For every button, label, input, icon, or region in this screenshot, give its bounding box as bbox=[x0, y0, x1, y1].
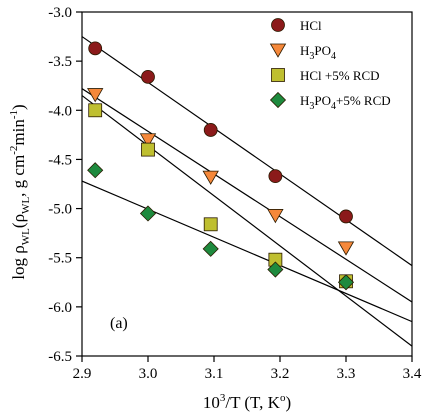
legend-marker-hcl bbox=[271, 18, 285, 32]
data-point-hcl-rcd bbox=[88, 103, 103, 118]
data-point-hcl-rcd bbox=[203, 217, 218, 232]
plot-frame bbox=[81, 11, 413, 357]
legend-label-h3po4: H3PO4 bbox=[300, 43, 336, 62]
data-point-h3po4 bbox=[139, 133, 157, 148]
legend-marker-h3po4-rcd bbox=[269, 91, 287, 109]
y-axis-label: log ρWL(ρWL, g cm-2min-1) bbox=[8, 104, 32, 279]
x-tick-label: 3.1 bbox=[205, 366, 224, 382]
panel-label: (a) bbox=[110, 315, 128, 332]
y-tick-label: -3.0 bbox=[48, 5, 72, 21]
x-tick-label: 3.4 bbox=[403, 366, 422, 382]
fit-lines bbox=[82, 36, 412, 347]
data-point-h3po4-rcd bbox=[202, 240, 219, 257]
y-tick-label: -6.5 bbox=[48, 349, 72, 365]
data-point-h3po4 bbox=[87, 88, 104, 103]
data-point-h3po4-rcd bbox=[337, 274, 355, 291]
legend-label-hcl-rcd: HCl +5% RCD bbox=[300, 68, 380, 83]
data-point-h3po4-rcd bbox=[87, 162, 104, 179]
data-point-hcl bbox=[339, 209, 353, 224]
fit-line-hcl bbox=[82, 36, 412, 267]
y-tick-label: -5.5 bbox=[48, 251, 72, 267]
legend: HCl H3PO4 HCl +5% RCD H3PO4+5% RCD bbox=[269, 18, 391, 112]
legend-marker-h3po4 bbox=[269, 43, 287, 58]
data-point-hcl bbox=[141, 69, 155, 84]
data-point-h3po4 bbox=[337, 241, 355, 256]
data-point-h3po4 bbox=[267, 209, 284, 224]
data-point-h3po4-rcd bbox=[139, 205, 157, 222]
y-tick-label: -5.0 bbox=[48, 202, 72, 218]
data-point-hcl bbox=[268, 169, 283, 184]
legend-label-hcl: HCl bbox=[300, 18, 322, 33]
y-tick-label: -3.5 bbox=[48, 54, 72, 70]
data-point-h3po4-rcd bbox=[267, 261, 284, 278]
y-tick-label: -6.0 bbox=[48, 300, 72, 316]
x-tick-label: 3.3 bbox=[337, 366, 356, 382]
x-tick-label: 3.2 bbox=[271, 366, 290, 382]
legend-label-h3po4-rcd: H3PO4+5% RCD bbox=[300, 93, 391, 112]
data-point-hcl-rcd bbox=[141, 142, 155, 157]
data-point-hcl bbox=[88, 41, 103, 56]
x-axis-label: 103/T (T, Ko) bbox=[203, 392, 291, 412]
legend-marker-hcl-rcd bbox=[271, 68, 285, 82]
y-tick-label: -4.0 bbox=[48, 103, 72, 119]
data-markers bbox=[87, 41, 355, 291]
fit-line-h3po4-rcd bbox=[82, 180, 412, 323]
data-point-h3po4 bbox=[202, 170, 219, 185]
x-tick-label: 3.0 bbox=[139, 366, 158, 382]
fit-line-h3po4 bbox=[82, 88, 412, 303]
x-tick-label: 2.9 bbox=[73, 366, 92, 382]
y-tick-label: -4.5 bbox=[48, 152, 72, 168]
data-point-hcl bbox=[203, 123, 218, 137]
fit-line-hcl-rcd bbox=[82, 95, 412, 347]
axis-ticks: 2.9 3.0 3.1 3.2 3.3 3.4 -3.0 -3.5 -4.0 -4.5 -5.0 -5… bbox=[48, 5, 422, 382]
